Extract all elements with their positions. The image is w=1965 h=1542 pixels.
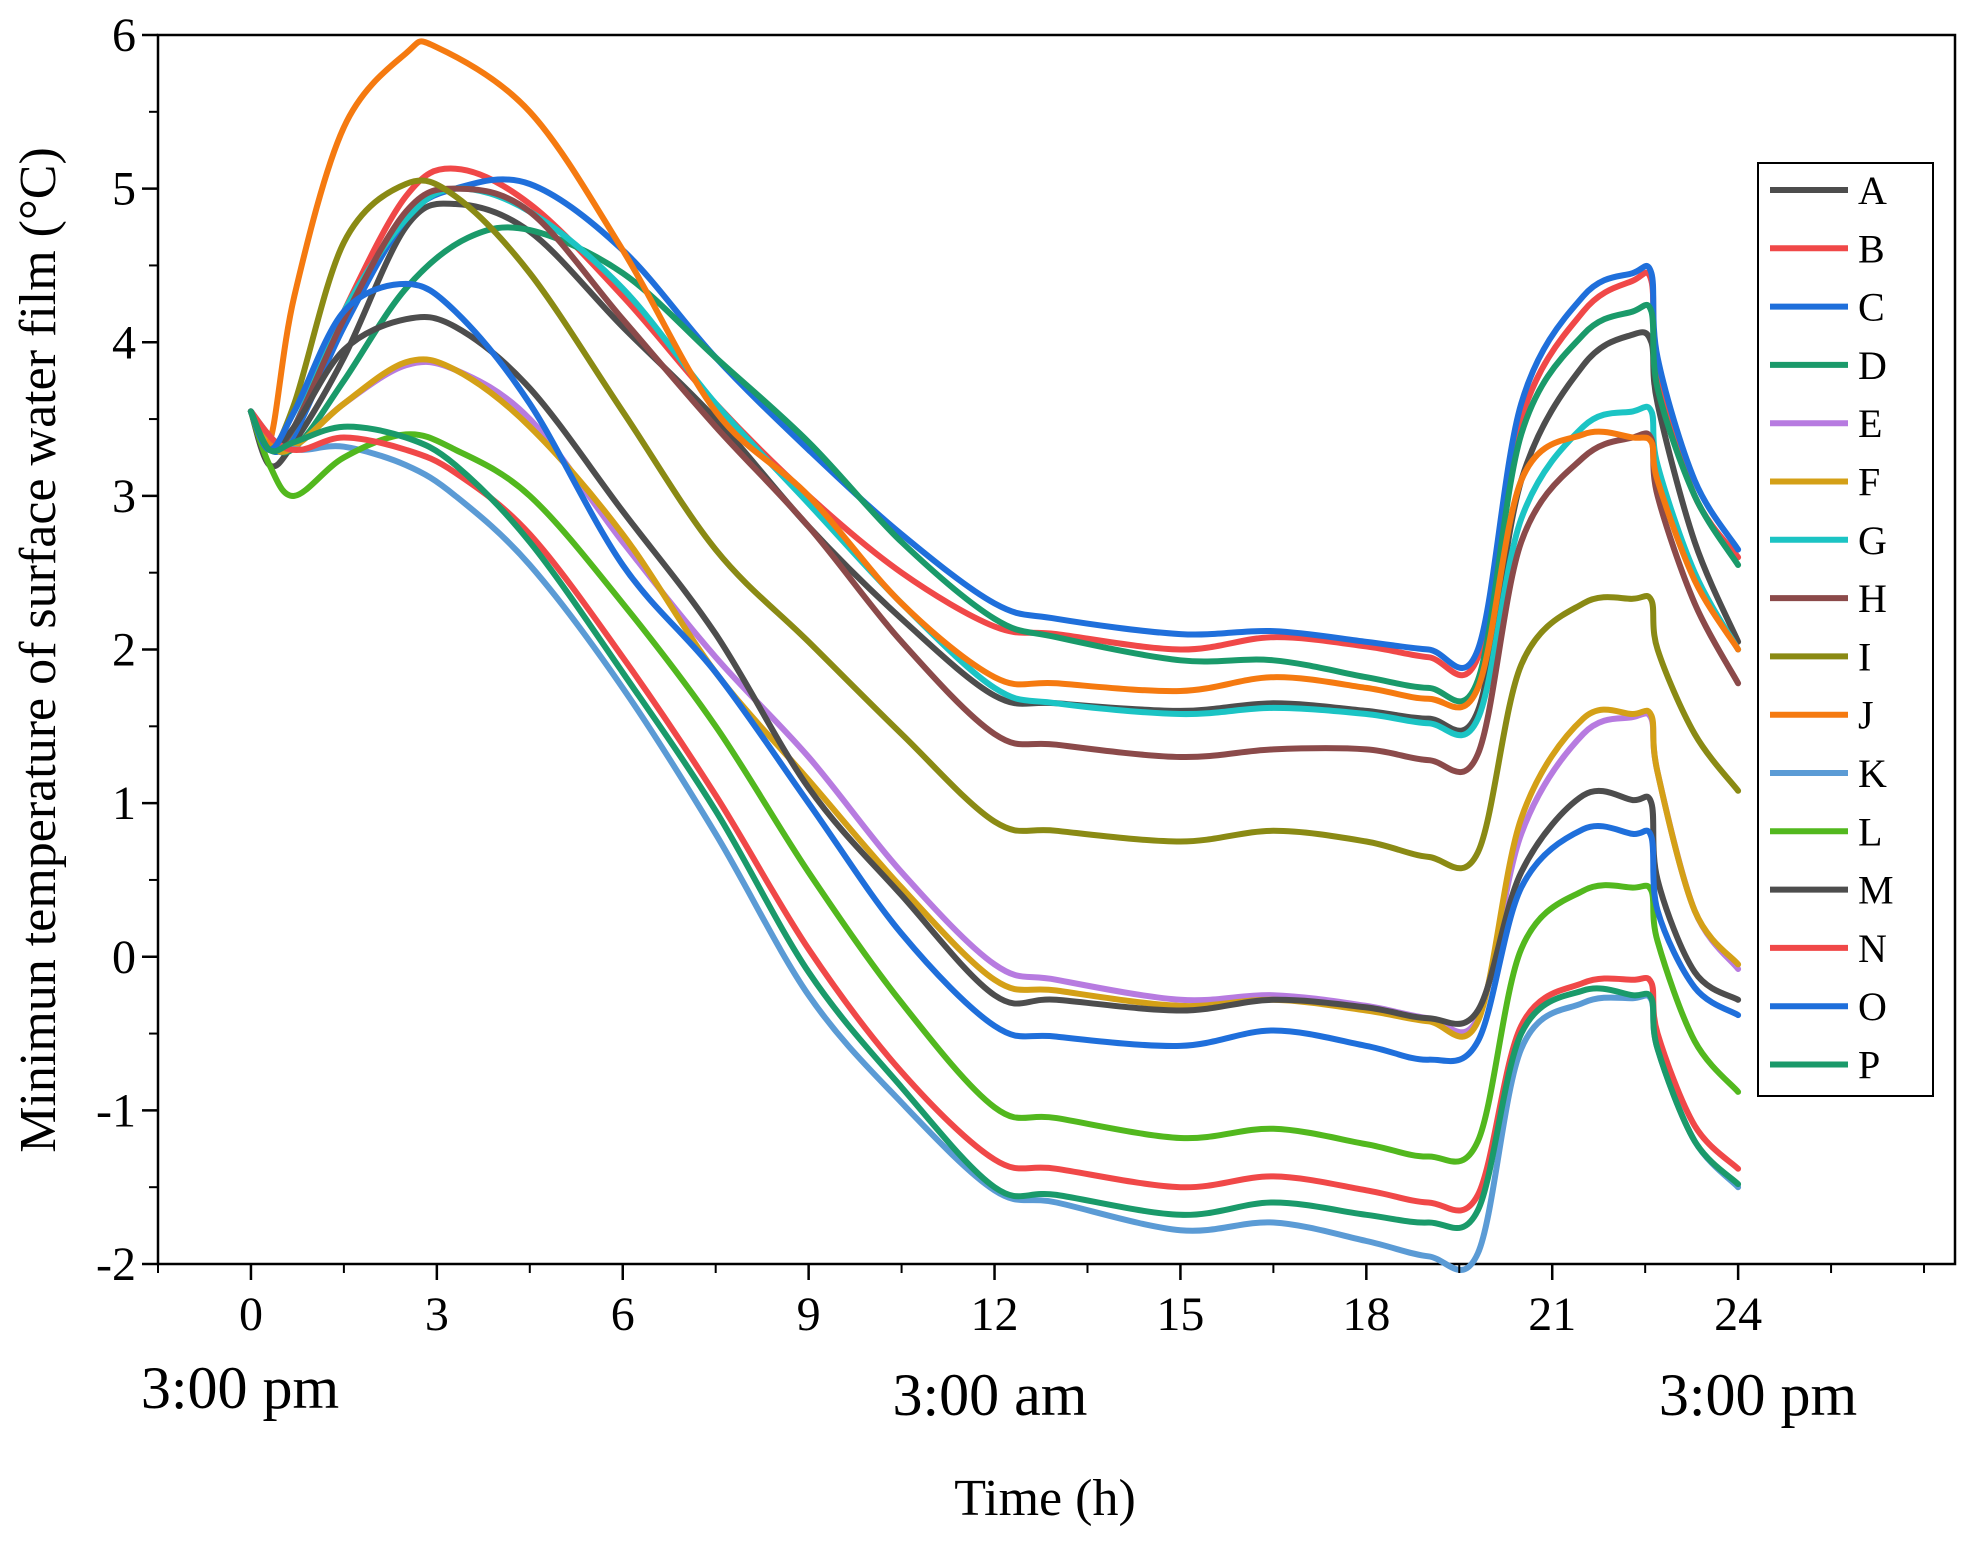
x-tick-label: 3 (425, 1288, 449, 1341)
legend-label-e: E (1858, 401, 1882, 446)
legend-label-b: B (1858, 226, 1885, 271)
y-tick-label: 0 (112, 931, 136, 984)
y-tick-label: 4 (112, 316, 136, 369)
legend-label-h: H (1858, 576, 1887, 621)
legend-label-d: D (1858, 343, 1887, 388)
legend-label-a: A (1858, 168, 1887, 213)
y-tick-label: 5 (112, 163, 136, 216)
series-line-b (247, 165, 1742, 679)
y-tick-label: -1 (96, 1084, 136, 1137)
x-tick-label: 12 (971, 1288, 1019, 1341)
x-tick-label: 15 (1156, 1288, 1204, 1341)
legend-label-f: F (1858, 460, 1880, 505)
y-axis-title: Minimun temperature of surface water fil… (10, 147, 67, 1153)
plot-frame (156, 33, 1957, 1266)
series-line-f (247, 356, 1742, 1040)
legend-box (1757, 162, 1934, 1097)
x-axis: 0 3 6 9 12 15 18 21 24 (157, 1264, 1926, 1341)
series-line-i (247, 177, 1742, 872)
series-line-k (247, 408, 1742, 1273)
y-tick-label: 1 (112, 777, 136, 830)
y-tick-label: -2 (96, 1238, 136, 1291)
y-tick-label: 3 (112, 470, 136, 523)
series-layer (247, 38, 1742, 1273)
time-annotations: 3:00 pm 3:00 am 3:00 pm (141, 1355, 1857, 1428)
series-line-m (247, 313, 1742, 1027)
series-line-c (247, 176, 1742, 671)
series-line-p (247, 408, 1742, 1232)
x-tick-label: 9 (797, 1288, 821, 1341)
legend-label-o: O (1858, 984, 1887, 1029)
legend-label-i: I (1858, 634, 1871, 679)
legend-label-g: G (1858, 518, 1887, 563)
x-tick-label: 6 (611, 1288, 635, 1341)
annotation-start: 3:00 pm (141, 1355, 339, 1421)
series-line-n (247, 408, 1742, 1214)
x-axis-title: Time (h) (954, 1470, 1136, 1527)
series-line-l (247, 408, 1742, 1165)
x-tick-label: 18 (1342, 1288, 1390, 1341)
x-tick-label: 0 (239, 1288, 263, 1341)
plot-area (156, 33, 1957, 1273)
series-line-o (247, 280, 1742, 1065)
y-tick-label: 2 (112, 624, 136, 677)
x-tick-label: 24 (1714, 1288, 1762, 1341)
series-line-h (247, 185, 1742, 776)
x-tick-label: 21 (1528, 1288, 1576, 1341)
legend-label-n: N (1858, 926, 1887, 971)
y-tick-label: 6 (112, 9, 136, 62)
annotation-midnight: 3:00 am (893, 1362, 1088, 1428)
legend-label-m: M (1858, 868, 1894, 913)
series-line-j (247, 38, 1742, 711)
legend-label-j: J (1858, 693, 1874, 738)
annotation-end: 3:00 pm (1659, 1362, 1857, 1428)
legend-label-c: C (1858, 285, 1885, 330)
legend-label-p: P (1858, 1043, 1880, 1088)
series-line-d (247, 224, 1742, 705)
y-axis: -2 -1 0 1 2 3 4 5 6 (96, 9, 158, 1291)
series-line-g (247, 185, 1742, 739)
legend-label-k: K (1858, 751, 1887, 796)
legend-label-l: L (1858, 809, 1882, 854)
